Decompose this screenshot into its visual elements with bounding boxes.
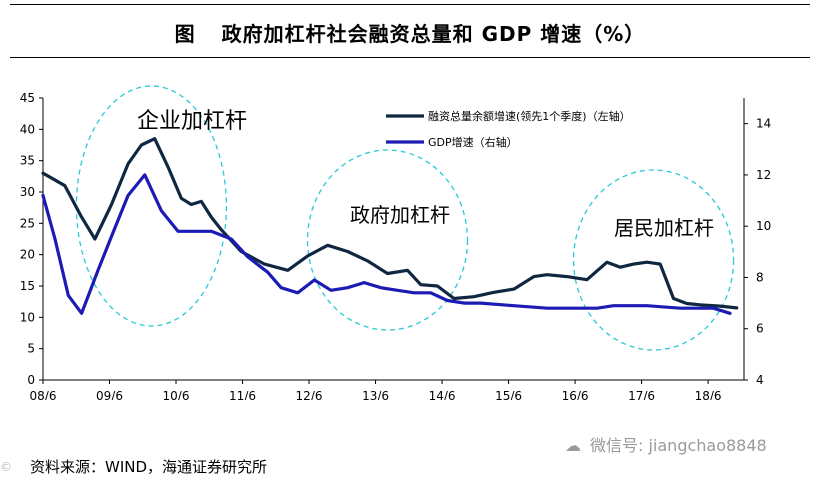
x-tick-label: 08/6 <box>30 389 57 400</box>
line-chart: 0 5 10 15 20 25 30 35 40 45 4 6 8 10 12 14 08/6 09/6 10/6 1… <box>20 85 772 400</box>
x-tick-label: 10/6 <box>163 389 190 400</box>
annotation-label: 企业加杠杆 <box>137 109 247 134</box>
legend-label: GDP增速（右轴） <box>428 135 518 149</box>
y-right-tick-label: 4 <box>756 373 764 387</box>
x-tick-label: 11/6 <box>229 389 256 400</box>
top-rule <box>10 4 810 5</box>
y-right-tick-label: 8 <box>756 270 764 284</box>
x-tick-label: 17/6 <box>628 389 655 400</box>
x-tick-label: 12/6 <box>296 389 323 400</box>
series-line-gdp <box>41 173 732 315</box>
source-note: 资料来源：WIND，海通证券研究所 <box>30 458 268 476</box>
annotation-ellipse <box>572 169 735 351</box>
y-right-tick-label: 6 <box>756 322 764 336</box>
legend: 融资总量余额增速(领先1个季度)（左轴） GDP增速（右轴） <box>386 109 631 149</box>
legend-label: 融资总量余额增速(领先1个季度)（左轴） <box>428 109 631 123</box>
x-tick-label: 18/6 <box>695 389 722 400</box>
x-tick-label: 13/6 <box>362 389 389 400</box>
title-rule <box>10 57 810 58</box>
x-tick-label: 15/6 <box>495 389 522 400</box>
series-line-financing <box>41 137 739 310</box>
y-left-tick-label: 5 <box>27 342 35 356</box>
annotation-label: 居民加杠杆 <box>614 216 714 240</box>
series-lines <box>41 137 739 315</box>
x-tick-label: 09/6 <box>96 389 123 400</box>
y-left-tick-label: 0 <box>27 373 35 387</box>
y-left-tick-label: 40 <box>20 122 35 136</box>
y-right-tick-label: 10 <box>756 219 771 233</box>
y-left-tick-label: 15 <box>20 279 35 293</box>
chart-title: 图 政府加杠杆社会融资总量和 GDP 增速（%） <box>10 18 810 47</box>
watermark-text: 微信号: jiangchao8848 <box>590 436 767 455</box>
x-tick-label: 14/6 <box>429 389 456 400</box>
y-left-tick-label: 25 <box>20 216 35 230</box>
y-right-tick-label: 12 <box>756 168 771 182</box>
annotation-ellipse <box>306 149 469 331</box>
y-left-tick-label: 35 <box>20 154 35 168</box>
y-left-tick-label: 20 <box>20 248 35 262</box>
watermark: ☁ 微信号: jiangchao8848 <box>560 432 767 456</box>
annotation-label: 政府加杠杆 <box>350 203 450 227</box>
axes: 0 5 10 15 20 25 30 35 40 45 4 6 8 10 12 14 08/6 09/6 10/6 1… <box>20 91 772 400</box>
corner-mark: © <box>0 460 12 474</box>
title-text: 政府加杠杆社会融资总量和 GDP 增速（%） <box>221 22 646 46</box>
wechat-icon: ☁ <box>565 436 581 455</box>
y-left-tick-label: 30 <box>20 185 35 199</box>
y-left-tick-label: 10 <box>20 310 35 324</box>
x-tick-label: 16/6 <box>562 389 589 400</box>
y-right-tick-label: 14 <box>756 117 771 131</box>
figure-label: 图 <box>174 22 196 46</box>
y-left-tick-label: 45 <box>20 91 35 105</box>
